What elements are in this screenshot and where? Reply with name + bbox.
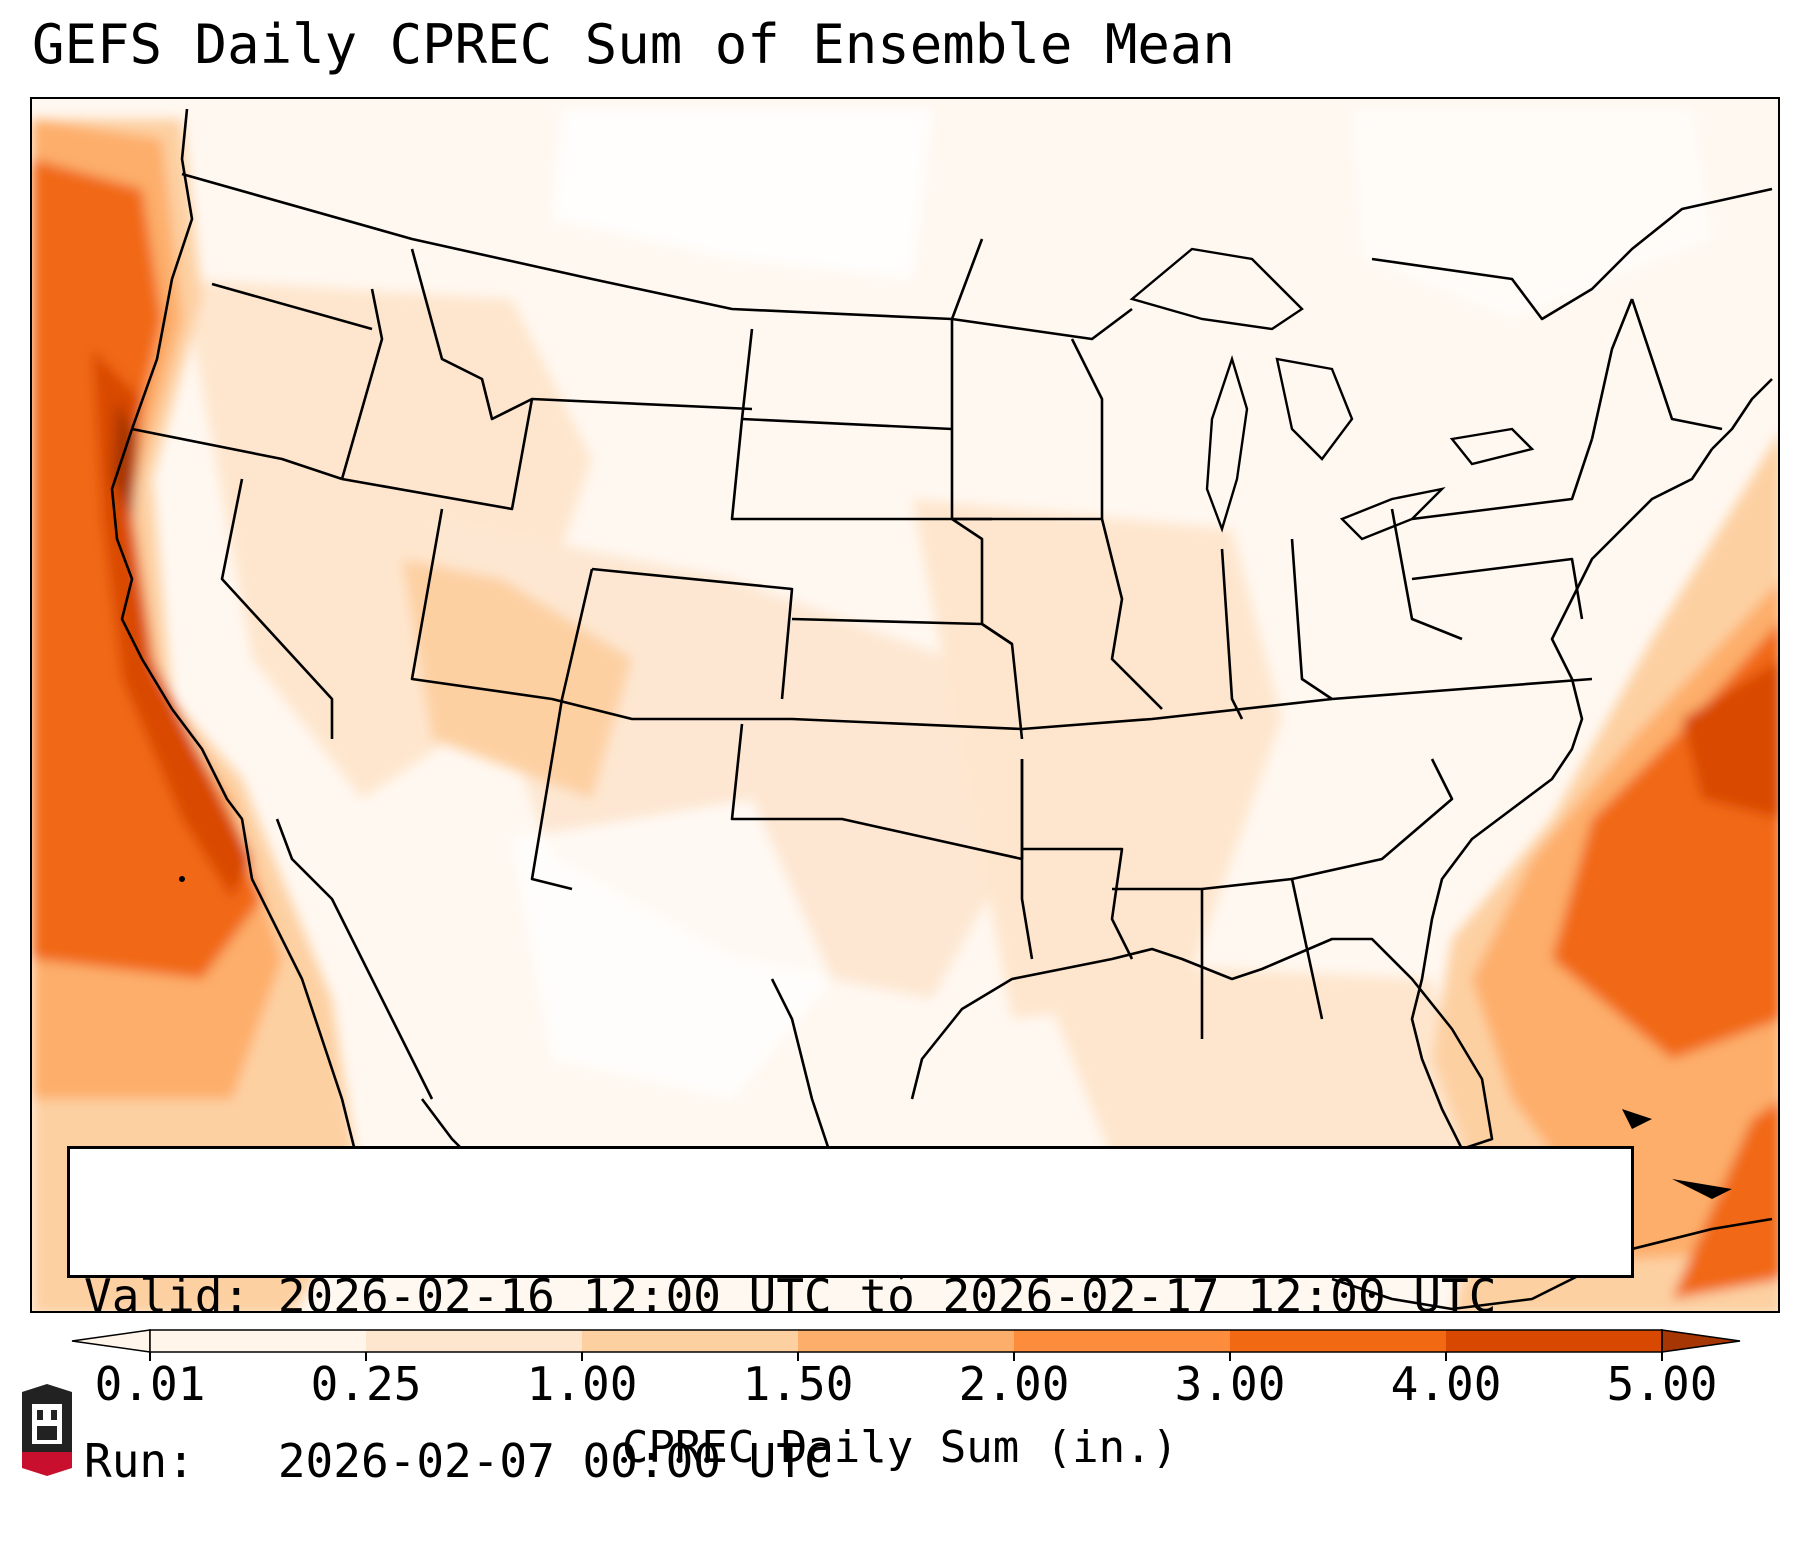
- valid-run-info-box: Valid: 2026-02-16 12:00 UTC to 2026-02-1…: [67, 1146, 1634, 1488]
- us-canada-border-west: [181, 172, 984, 321]
- dry-areas: [512, 109, 1712, 1099]
- colorbar-tick-label: 2.00: [958, 1357, 1070, 1411]
- pacific-coastline: [110, 108, 384, 1230]
- state-boundaries: [131, 172, 1773, 1039]
- baja-coast: [275, 818, 434, 1100]
- pa-ny: [1411, 438, 1594, 521]
- colorbar-swatch-6: [1446, 1330, 1663, 1352]
- colorbar-tick-label: 1.50: [742, 1357, 854, 1411]
- nd-sd-ne: [730, 328, 992, 521]
- niu-tower-logo: [18, 1382, 76, 1476]
- bahamas-island-2: [1622, 1109, 1652, 1129]
- lake-ontario: [1449, 427, 1535, 466]
- nd-sd: [741, 417, 953, 431]
- lake-erie: [1339, 487, 1446, 541]
- colorbar-tick-label: 0.01: [94, 1357, 206, 1411]
- vt-nh-ma: [1630, 298, 1723, 431]
- ar-la-ms: [1022, 847, 1134, 960]
- channel-island: [179, 876, 185, 882]
- colorbar-swatch-1: [366, 1330, 583, 1352]
- us-canada-border-east: [1371, 187, 1773, 321]
- colorbar-tick-label: 4.00: [1390, 1357, 1502, 1411]
- colorbar-extend-max: [1661, 1329, 1741, 1353]
- colorbar-tick-label: 3.00: [1174, 1357, 1286, 1411]
- precip-map: [30, 97, 1780, 1313]
- mn-wi: [1070, 338, 1104, 519]
- id-west: [340, 288, 384, 480]
- ia-il-mo: [952, 517, 1163, 710]
- coastlines: [110, 108, 1773, 1311]
- nv-ut-wy: [341, 397, 753, 511]
- colorbar-swatch-4: [1014, 1330, 1231, 1352]
- colorbar: 0.01 0.25 1.00 1.50 2.00 3.00 4.00 5.00 CPREC D…: [0, 1310, 1803, 1500]
- or-ca-nv: [131, 427, 343, 481]
- colorbar-swatch-5: [1230, 1330, 1447, 1352]
- tx-la: [1020, 759, 1034, 960]
- pa-md: [1411, 557, 1584, 620]
- il-in: [1220, 548, 1244, 720]
- ny-vt: [1590, 298, 1634, 440]
- ga-sc-nc: [1291, 758, 1454, 881]
- colorbar-extend-min: [71, 1329, 151, 1353]
- us-canada-border-mn: [951, 307, 1133, 341]
- run-time-line: Run: 2026-02-07 00:00 UTC: [84, 1434, 832, 1488]
- valid-time-line: Valid: 2026-02-16 12:00 UTC to 2026-02-1…: [84, 1269, 1497, 1323]
- colorbar-tick-label: 0.25: [310, 1357, 422, 1411]
- nv-ca: [220, 478, 334, 739]
- mn-ia-mo: [950, 319, 1024, 740]
- oh-pa-wv: [1390, 508, 1463, 641]
- map-title: GEFS Daily CPREC Sum of Ensemble Mean: [32, 13, 1235, 76]
- in-oh: [1290, 538, 1333, 701]
- colorbar-tick-label: 5.00: [1606, 1357, 1718, 1411]
- colorbar-tick-label: 1.00: [526, 1357, 638, 1411]
- gulf-atlantic-coast: [910, 448, 1714, 1151]
- new-england-coast: [1711, 378, 1773, 450]
- ut-co-az-nm: [530, 568, 594, 891]
- lake-superior: [1129, 247, 1304, 331]
- id-mt: [410, 248, 533, 421]
- colorbar-outline: [149, 1329, 1663, 1353]
- colorbar-swatches: [71, 1329, 1741, 1361]
- great-lakes: [1129, 247, 1535, 541]
- colorbar-swatch-0: [150, 1330, 367, 1352]
- cuba-coast: [1331, 1217, 1773, 1311]
- bahamas-island: [1672, 1179, 1732, 1199]
- wa-or: [211, 282, 373, 331]
- colorbar-swatch-2: [582, 1330, 799, 1352]
- co-north-east: [591, 567, 794, 700]
- islands: [179, 876, 1732, 1199]
- colorbar-swatch-3: [798, 1330, 1015, 1352]
- lake-michigan: [1205, 355, 1249, 533]
- colorbar-label: CPREC Daily Sum (in.): [621, 1422, 1179, 1473]
- lake-huron: [1275, 357, 1354, 461]
- 36-37-parallel: [410, 508, 1593, 731]
